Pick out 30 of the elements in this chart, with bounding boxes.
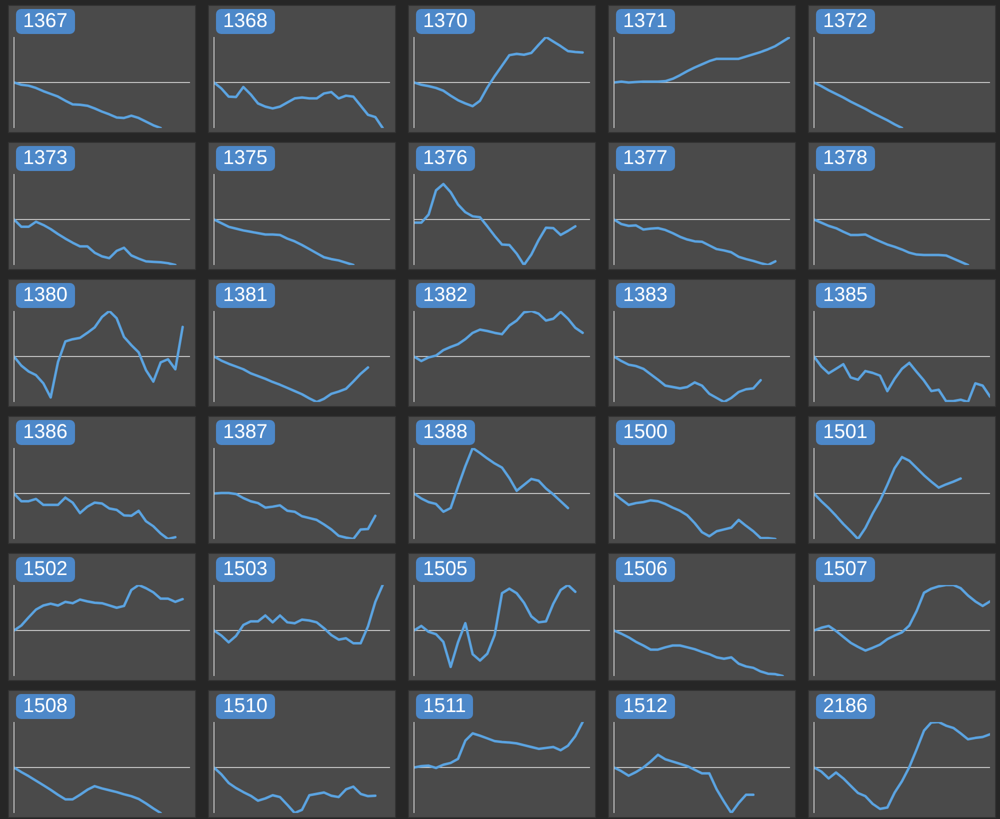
chart-title: 1508 (16, 694, 74, 719)
chart-title: 1383 (616, 283, 674, 308)
chart-title: 2186 (816, 694, 874, 719)
chart-title: 1505 (416, 557, 474, 582)
chart-title: 1378 (816, 146, 874, 171)
chart-title: 1372 (816, 9, 874, 34)
chart-title: 1387 (216, 420, 274, 445)
chart-title: 1512 (616, 694, 674, 719)
chart-title: 1502 (16, 557, 74, 582)
chart-title: 1510 (216, 694, 274, 719)
chart-title: 1371 (616, 9, 674, 34)
chart-title: 1377 (616, 146, 674, 171)
chart-title: 1370 (416, 9, 474, 34)
chart-title: 1373 (16, 146, 74, 171)
chart-title: 1368 (216, 9, 274, 34)
chart-title: 1500 (616, 420, 674, 445)
chart-title: 1511 (416, 694, 474, 719)
chart-title: 1376 (416, 146, 474, 171)
chart-title: 1385 (816, 283, 874, 308)
chart-title: 1506 (616, 557, 674, 582)
chart-title: 1388 (416, 420, 474, 445)
chart-title: 1375 (216, 146, 274, 171)
chart-title: 1503 (216, 557, 274, 582)
chart-title: 1386 (16, 420, 74, 445)
chart-title: 1381 (216, 283, 274, 308)
chart-title: 1382 (416, 283, 474, 308)
chart-title: 1367 (16, 9, 74, 34)
chart-title: 1507 (816, 557, 874, 582)
chart-title: 1380 (16, 283, 74, 308)
chart-title: 1501 (816, 420, 874, 445)
